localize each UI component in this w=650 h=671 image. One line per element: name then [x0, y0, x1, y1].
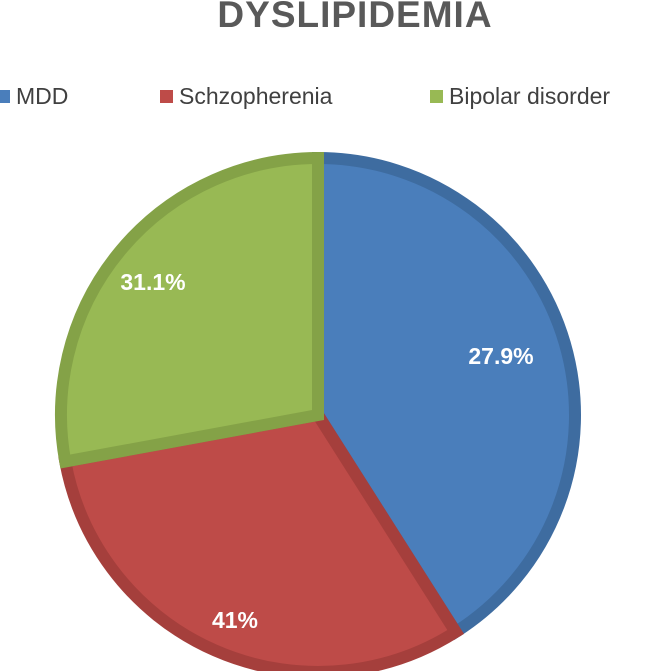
chart-title: DYSLIPIDEMIA [217, 0, 493, 35]
legend-label-mdd: MDD [16, 82, 69, 109]
legend: MDD Schzopherenia Bipolar disorder [0, 80, 650, 112]
legend-swatch-schzopherenia [160, 89, 173, 103]
legend-swatch-bipolar-disorder [430, 89, 443, 103]
legend-label-bipolar-disorder: Bipolar disorder [449, 82, 611, 109]
legend-item-mdd: MDD [0, 80, 68, 112]
data-label-bipolar-disorder: 31.1% [120, 269, 185, 295]
data-label-schzopherenia: 41% [212, 607, 258, 633]
pie-slice-schzopherenia [58, 408, 464, 671]
legend-swatch-mdd [0, 89, 10, 103]
legend-label-schzopherenia: Schzopherenia [179, 82, 333, 109]
legend-item-schzopherenia: Schzopherenia [160, 80, 332, 112]
legend-item-bipolar-disorder: Bipolar disorder [430, 80, 610, 112]
data-label-mdd: 27.9% [468, 343, 533, 369]
pie-slice-bipolar-disorder [55, 151, 324, 469]
